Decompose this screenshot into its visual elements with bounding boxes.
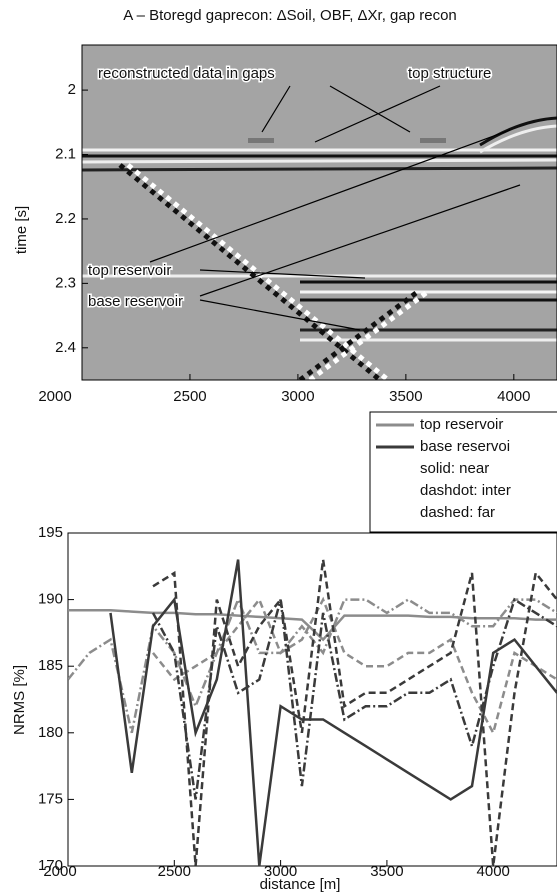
y-tick-label: 2.1	[55, 145, 76, 162]
y-tick-label: 170	[38, 857, 63, 874]
y-tick-label: 2.3	[55, 274, 76, 291]
line-series	[152, 559, 557, 866]
annotation: base reservoir	[88, 293, 183, 310]
x-axis-label: distance [m]	[260, 876, 341, 893]
y-tick-label: 175	[38, 790, 63, 807]
y-tick-label: 2	[68, 81, 76, 98]
legend-note: solid: near	[420, 460, 489, 477]
x-tick-label: 4000	[477, 863, 510, 880]
x-tick-label: 3500	[370, 863, 403, 880]
x-tick-label: 3500	[389, 388, 422, 405]
annotation: reconstructed data in gaps	[98, 65, 275, 82]
line-series	[68, 609, 557, 642]
chart-title: A – Btoregd gaprecon: ΔSoil, OBF, ΔXr, g…	[123, 7, 457, 24]
y-axis-label: NRMS [%]	[11, 665, 28, 735]
x-tick-label: 3000	[264, 863, 297, 880]
annotation: top structure	[408, 65, 491, 82]
legend-label: top reservoir	[420, 416, 503, 433]
y-tick-label: 2.2	[55, 210, 76, 227]
y-tick-label: 2.4	[55, 339, 76, 356]
x-tick-label: 2000	[43, 863, 76, 880]
legend-note: dashed: far	[420, 504, 495, 521]
annotation-arrows	[149, 85, 521, 331]
legend-note: dashdot: inter	[420, 482, 511, 499]
y-tick-label: 180	[38, 724, 63, 741]
y-tick-label: 195	[38, 524, 63, 541]
image-frame	[81, 44, 557, 381]
annotation: top reservoir	[88, 262, 171, 279]
x-tick-label: 2000	[38, 388, 71, 405]
y-tick-label: 185	[38, 657, 63, 674]
x-tick-label: 4000	[497, 388, 530, 405]
line-series	[151, 597, 557, 800]
legend-label: base reservoi	[420, 438, 510, 455]
line-series	[152, 596, 557, 737]
x-tick-label: 2500	[158, 863, 191, 880]
x-tick-label: 2500	[173, 388, 206, 405]
plot-frame	[67, 532, 557, 867]
seismic-image	[82, 45, 557, 380]
x-tick-label: 3000	[281, 388, 314, 405]
legend-box	[369, 411, 557, 533]
plot-lines	[68, 559, 557, 866]
y-axis-label: time [s]	[13, 206, 30, 254]
y-tick-label: 190	[38, 591, 63, 608]
